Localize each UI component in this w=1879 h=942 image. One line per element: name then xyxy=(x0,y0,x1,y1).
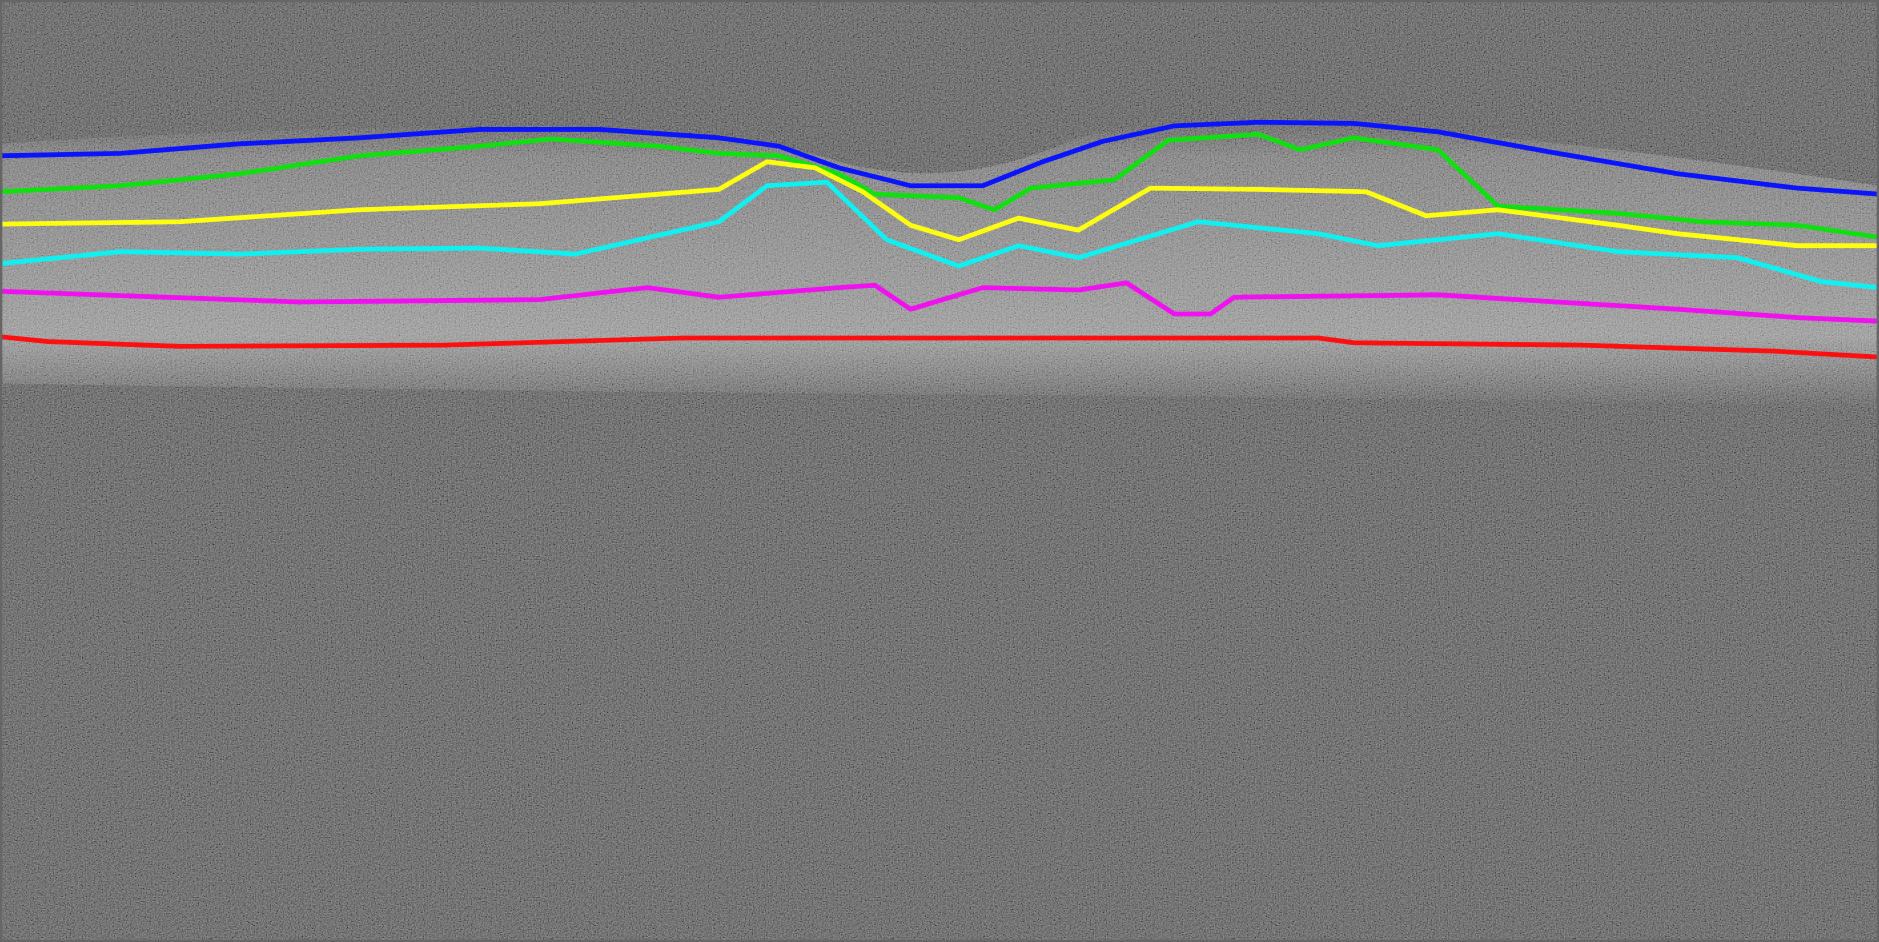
boundary-yellow xyxy=(0,159,1879,249)
boundary-cyan xyxy=(0,179,1879,291)
boundary-blue xyxy=(0,119,1879,197)
tissue-band xyxy=(0,122,1879,408)
boundary-magenta xyxy=(0,280,1879,324)
boundary-red xyxy=(0,334,1879,360)
boundary-green xyxy=(0,131,1879,240)
